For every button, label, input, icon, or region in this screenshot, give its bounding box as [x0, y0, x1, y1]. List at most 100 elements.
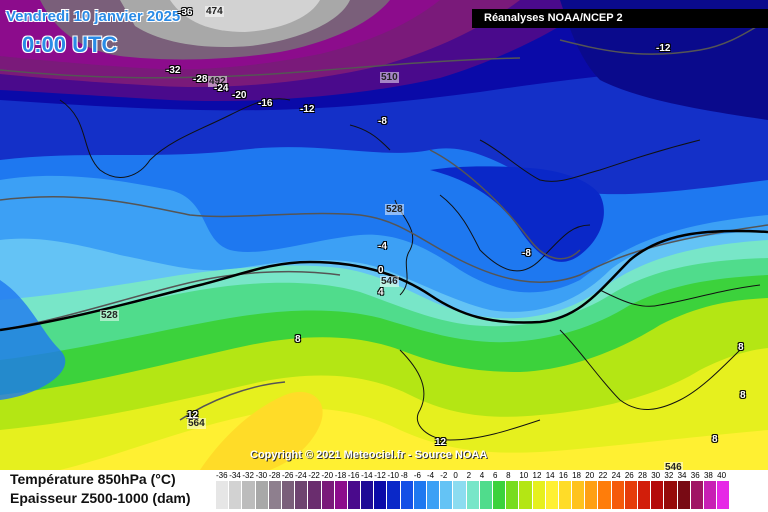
legend-swatch: 2	[466, 471, 480, 509]
legend-tick: 22	[598, 471, 608, 480]
legend-temp-label: Température 850hPa (°C)	[10, 471, 176, 487]
legend-swatch: -10	[387, 471, 401, 509]
contour-label: 564	[187, 418, 206, 429]
legend-swatch: 34	[677, 471, 691, 509]
legend-swatch: 24	[611, 471, 625, 509]
isotherm-label: -36	[178, 7, 193, 18]
legend-tick: -10	[387, 471, 399, 480]
legend-swatch: -24	[295, 471, 309, 509]
legend-swatch: -32	[242, 471, 256, 509]
legend-swatch: -26	[281, 471, 296, 509]
warm-core-14	[200, 391, 323, 470]
contour-label: 510	[380, 72, 399, 83]
legend-swatch: 10	[519, 471, 533, 509]
legend-swatch: 28	[638, 471, 652, 509]
isotherm-label: 8	[738, 342, 744, 353]
legend-tick: 2	[466, 471, 472, 480]
trough-core	[430, 166, 604, 262]
legend-tick: -8	[400, 471, 408, 480]
contour-label: 474	[205, 6, 224, 17]
legend-tick: -16	[347, 471, 360, 480]
legend-tick: -24	[295, 471, 307, 480]
isotherm-label: -12	[656, 43, 671, 54]
thickness-contours	[0, 19, 768, 421]
legend-tick: 6	[492, 471, 498, 480]
legend-swatch: 20	[585, 471, 599, 509]
legend-swatch: -28	[268, 471, 282, 509]
legend-swatch: -6	[413, 471, 427, 509]
legend-swatch: 6	[492, 471, 507, 509]
legend-tick: 28	[638, 471, 647, 480]
legend-swatch: -20	[321, 471, 335, 509]
isotherm-label: -8	[522, 248, 531, 259]
legend-thickness-label: Epaisseur Z500-1000 (dam)	[10, 490, 191, 506]
isotherm-label: 8	[740, 390, 746, 401]
map-date: Vendredi 10 janvier 2025	[6, 8, 181, 25]
legend-swatch: -36	[216, 471, 230, 509]
isotherm-label: 8	[295, 334, 301, 345]
legend-swatch: -12	[374, 471, 388, 509]
legend-tick: -36	[216, 471, 228, 480]
legend-tick: 12	[532, 471, 542, 480]
legend-tick: -20	[321, 471, 334, 480]
legend-tick: -2	[440, 471, 448, 480]
contour-528-north	[429, 149, 581, 260]
contour-label: 528	[100, 310, 119, 321]
contour-label: 492	[208, 76, 227, 87]
legend-swatch: 12	[532, 471, 546, 509]
temperature-map	[0, 0, 768, 470]
isotherm-label: 12	[187, 410, 199, 421]
legend-tick: 10	[519, 471, 529, 480]
legend-swatch: 32	[664, 471, 678, 509]
color-legend: Température 850hPa (°C) Epaisseur Z500-1…	[0, 470, 768, 512]
legend-tick: 4	[479, 471, 485, 480]
legend-tick: -12	[374, 471, 386, 480]
legend-swatch: 8	[506, 471, 520, 509]
isotherm-label: 4	[378, 287, 384, 298]
legend-tick: -26	[281, 471, 294, 480]
legend-tick: -32	[242, 471, 254, 480]
isotherm-label: -20	[232, 90, 247, 101]
isotherm-label: -28	[193, 74, 208, 85]
legend-tick: 14	[545, 471, 555, 480]
isotherm-label: 0	[378, 265, 384, 276]
legend-swatch: 22	[598, 471, 612, 509]
legend-swatch: -14	[361, 471, 375, 509]
legend-tick: 40	[717, 471, 727, 480]
legend-swatch: -34	[229, 471, 243, 509]
isotherm-label: 12	[435, 437, 447, 448]
legend-tick: 24	[611, 471, 621, 480]
legend-swatch: -2	[440, 471, 454, 509]
legend-tick: 32	[664, 471, 674, 480]
legend-swatch: 30	[651, 471, 665, 509]
legend-swatch: -16	[347, 471, 362, 509]
legend-swatch: -4	[427, 471, 441, 509]
legend-tick: 30	[651, 471, 661, 480]
legend-swatch: -18	[334, 471, 348, 509]
contour-label: 528	[385, 204, 404, 215]
isotherm-label: 8	[712, 434, 718, 445]
legend-swatch: 4	[479, 471, 493, 509]
isotherm-label: -8	[378, 116, 387, 127]
isotherm-label: -12	[300, 104, 315, 115]
map-time: 0:00 UTC	[22, 32, 118, 57]
legend-tick: -6	[413, 471, 421, 480]
legend-swatch: 38	[703, 471, 718, 509]
contour-label: 546	[380, 276, 399, 287]
legend-swatch: 0	[453, 471, 467, 509]
legend-swatch: -22	[308, 471, 322, 509]
legend-tick: -28	[268, 471, 281, 480]
legend-tick: 0	[453, 471, 458, 480]
isotherm-label: -24	[214, 83, 229, 94]
isotherm-label: -16	[258, 98, 273, 109]
legend-tick: 18	[572, 471, 581, 480]
legend-tick: 34	[677, 471, 687, 480]
legend-swatch: 16	[558, 471, 573, 509]
legend-swatch: 40	[717, 471, 731, 509]
cold-region-ne	[560, 0, 768, 120]
legend-tick: -14	[361, 471, 373, 480]
legend-swatch: 26	[624, 471, 638, 509]
source-banner: Réanalyses NOAA/NCEP 2	[472, 9, 768, 28]
legend-swatch: 14	[545, 471, 559, 509]
